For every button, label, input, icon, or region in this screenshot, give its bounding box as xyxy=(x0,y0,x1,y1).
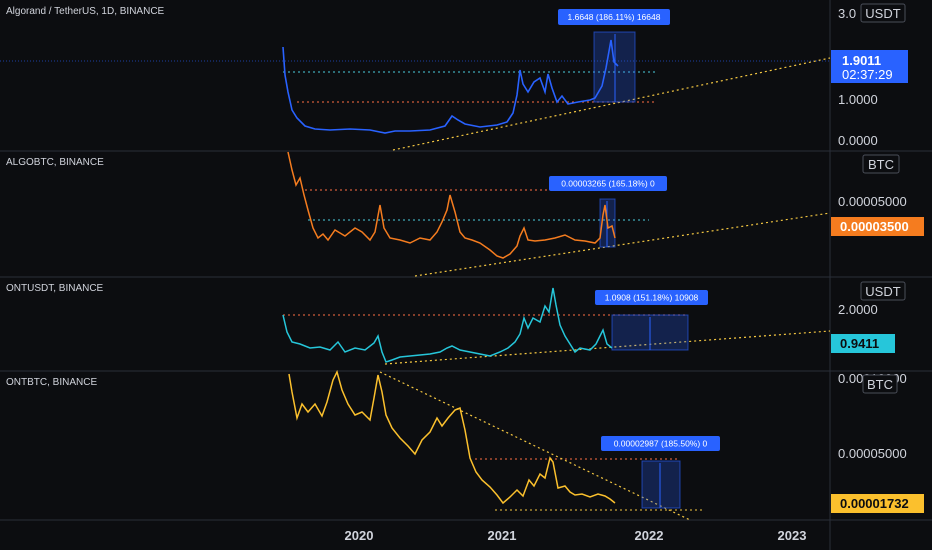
pane-ontbtc[interactable]: 0.00002987 (185.50%) 0 xyxy=(288,369,720,521)
measure-label-bg xyxy=(549,176,667,191)
trendline xyxy=(379,371,691,521)
pane-title-algousdt: Algorand / TetherUS, 1D, BINANCE xyxy=(6,6,165,17)
ontusdt-price-line xyxy=(282,287,613,363)
price-badge-value: 0.00003500 xyxy=(840,219,909,234)
pane-algousdt[interactable]: 1.6648 (186.11%) 16648 xyxy=(0,9,831,151)
price-badge-timer: 02:37:29 xyxy=(842,67,893,82)
unit-label-bg xyxy=(862,374,898,394)
measure-label-bg xyxy=(601,436,720,451)
pane-title-ontusdt: ONTUSDT, BINANCE xyxy=(6,283,104,294)
algobtc-price-line xyxy=(287,151,616,259)
unit-label-bg xyxy=(860,281,906,301)
algousdt-price-line xyxy=(282,39,619,134)
measure-label-bg xyxy=(595,290,708,305)
tick-label: 3.0 xyxy=(838,6,856,21)
x-tick-label: 2022 xyxy=(635,528,664,543)
unit-label[interactable]: USDT xyxy=(865,284,900,299)
price-badge xyxy=(831,217,924,236)
tick-label: 0.00005000 xyxy=(838,446,907,461)
measure-label: 1.6648 (186.11%) 16648 xyxy=(568,12,661,22)
tick-label: 2.0000 xyxy=(838,302,878,317)
measure-box[interactable] xyxy=(641,460,681,509)
pane-title-ontbtc: ONTBTC, BINANCE xyxy=(6,377,97,388)
measure-label: 1.0908 (151.18%) 10908 xyxy=(605,293,699,303)
price-badge-value: 0.9411 xyxy=(840,336,879,351)
trendline xyxy=(384,330,831,365)
x-tick-label: 2021 xyxy=(488,528,517,543)
time-axis[interactable]: 2020 2021 2022 2023 xyxy=(345,528,807,543)
x-tick-label: 2020 xyxy=(345,528,374,543)
tick-label: 0.00005000 xyxy=(838,194,907,209)
measure-label: 0.00002987 (185.50%) 0 xyxy=(614,439,708,449)
pane-title-algobtc: ALGOBTC, BINANCE xyxy=(6,157,104,168)
unit-label[interactable]: BTC xyxy=(867,377,893,392)
price-badge xyxy=(831,50,908,83)
unit-label-bg xyxy=(862,154,900,174)
price-badge xyxy=(831,334,895,353)
ontbtc-price-line xyxy=(288,369,616,505)
price-badge xyxy=(831,494,924,513)
trendline xyxy=(414,212,831,277)
measure-label: 0.00003265 (165.18%) 0 xyxy=(561,179,655,189)
measure-label-bg xyxy=(558,9,670,25)
pane-ontusdt[interactable]: 1.0908 (151.18%) 10908 xyxy=(282,287,831,365)
tick-label: 0.0000 xyxy=(838,133,878,148)
tick-label: 1.0000 xyxy=(838,92,878,107)
unit-label[interactable]: USDT xyxy=(865,6,900,21)
x-tick-label: 2023 xyxy=(778,528,807,543)
unit-label-bg xyxy=(860,3,906,23)
pane-algobtc[interactable]: 0.00003265 (165.18%) 0 xyxy=(287,151,831,277)
price-axis[interactable]: 3.0 USDT 1.0000 0.0000 1.9011 02:37:29 B… xyxy=(831,3,924,513)
price-badge-value: 1.9011 xyxy=(842,53,881,68)
price-badge-value: 0.00001732 xyxy=(840,496,909,511)
unit-label[interactable]: BTC xyxy=(868,157,894,172)
